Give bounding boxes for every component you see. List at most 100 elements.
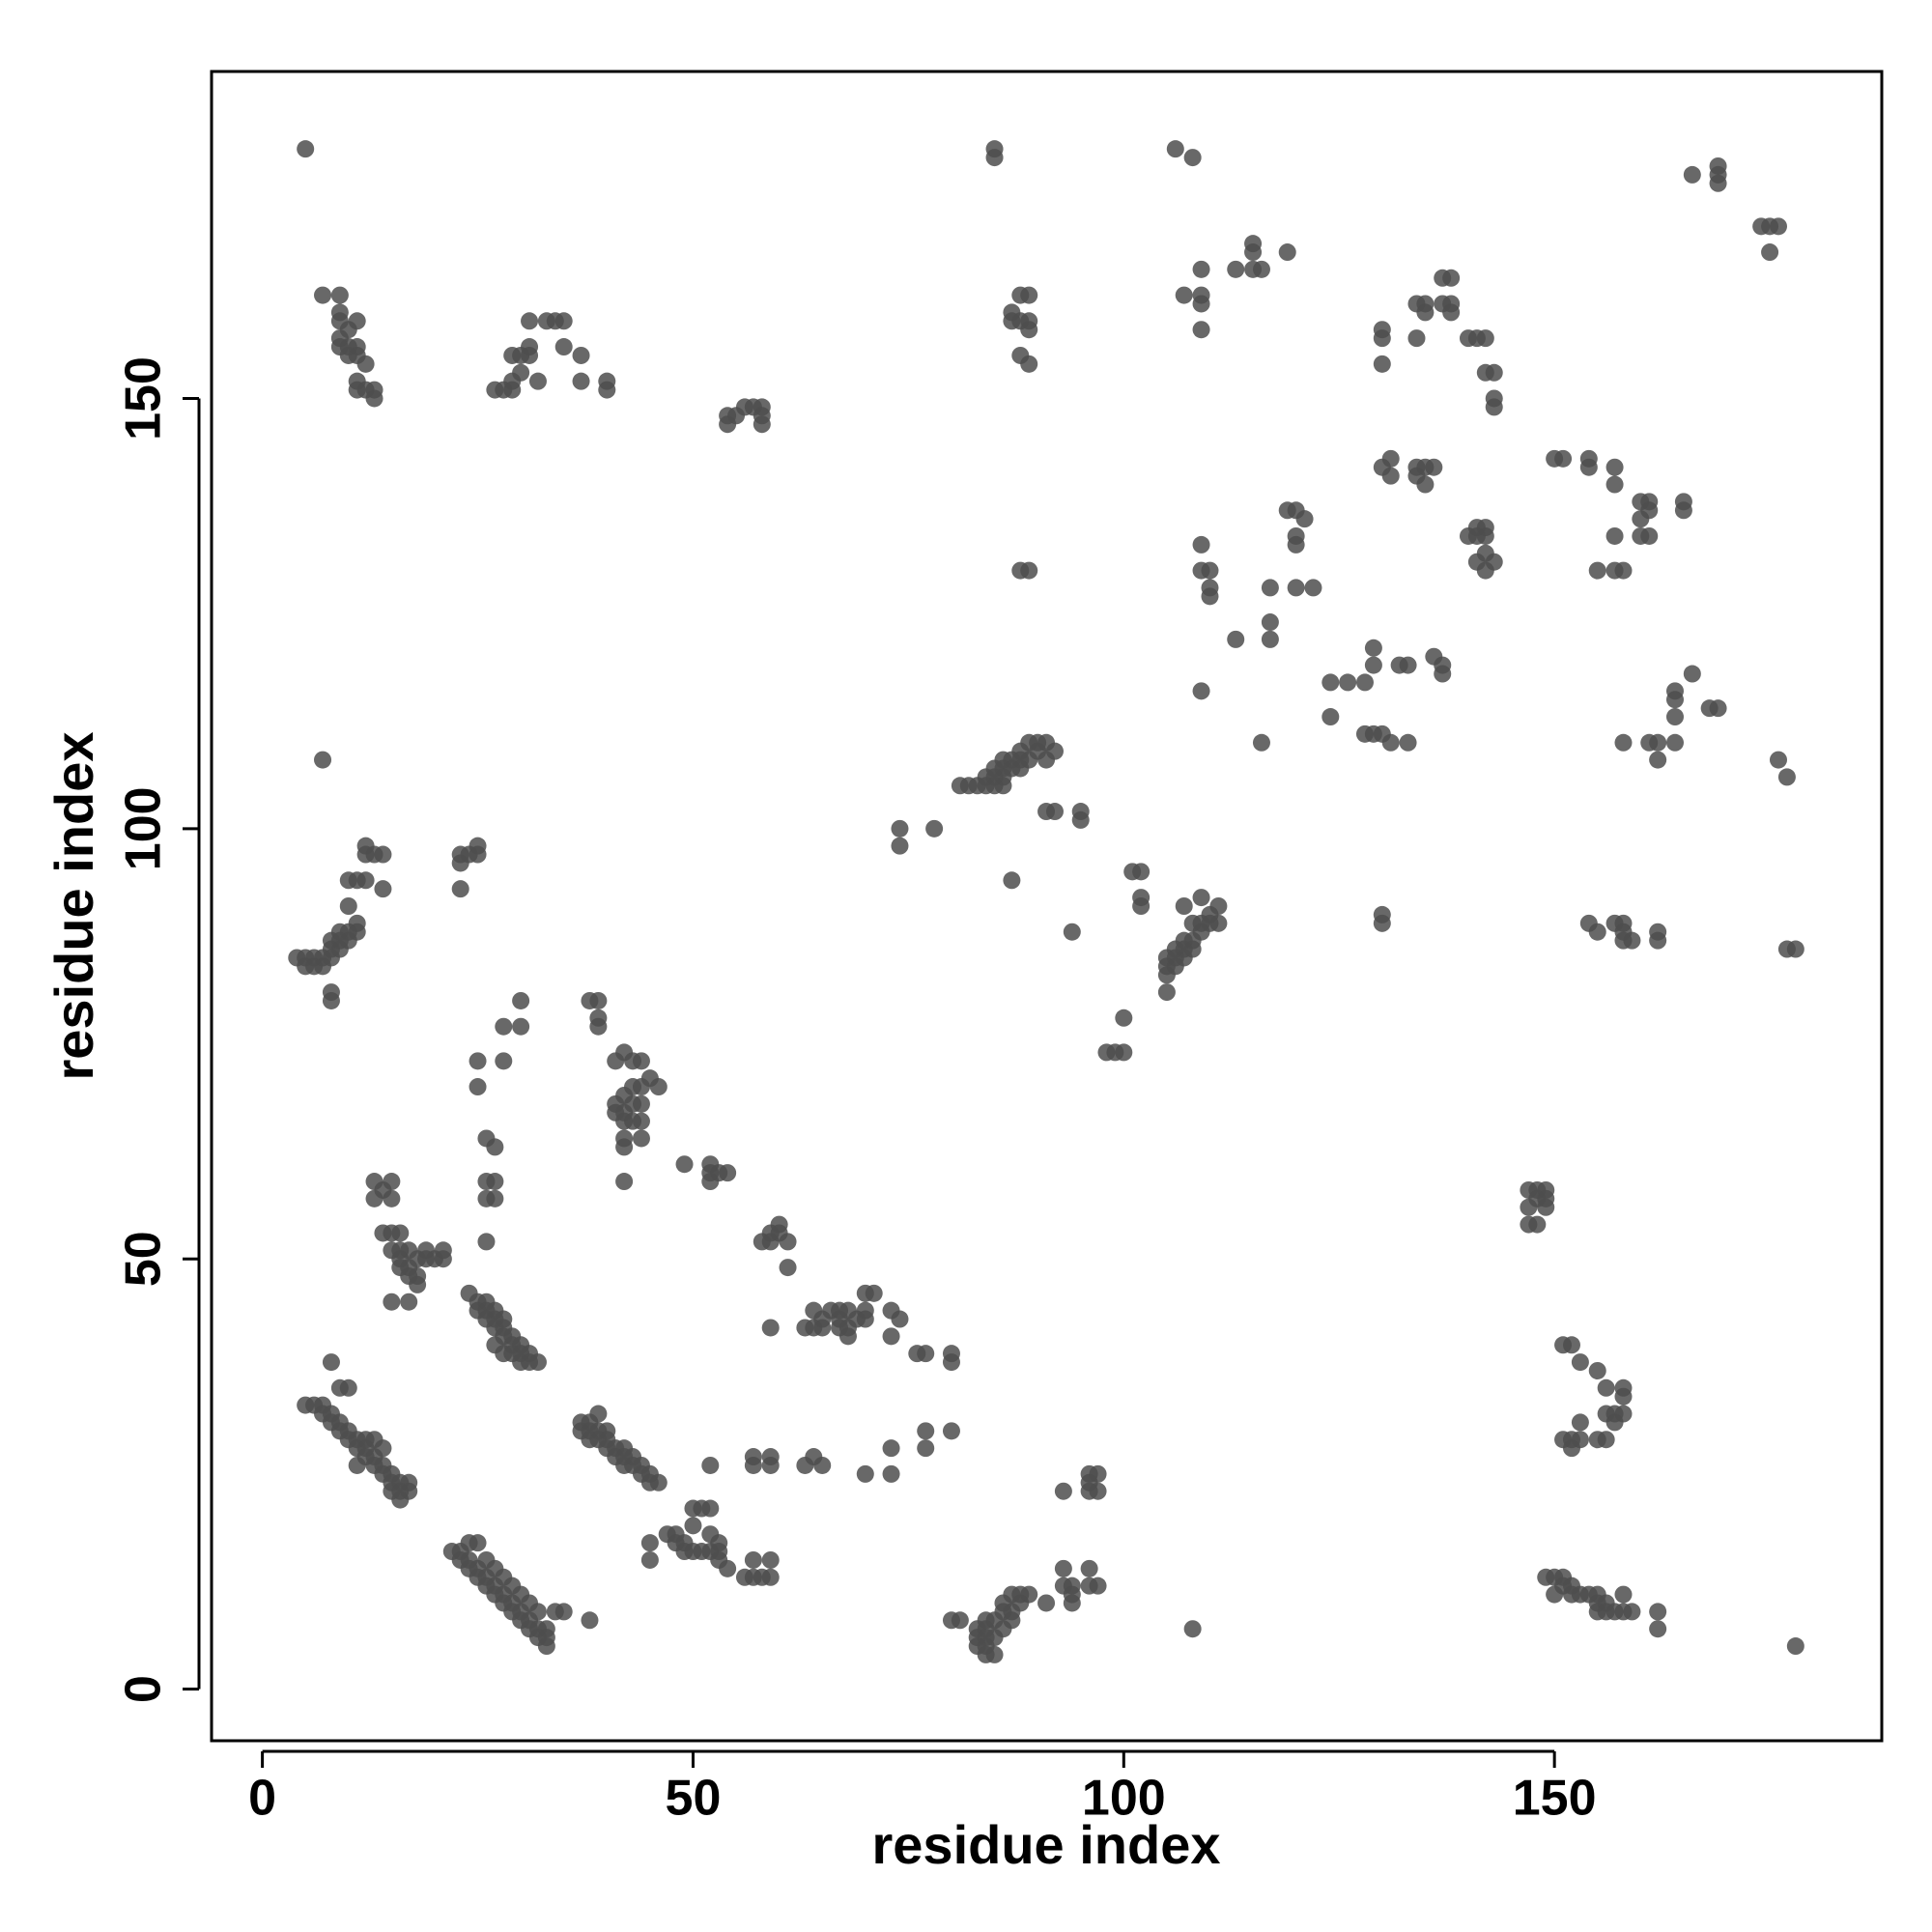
point bbox=[1037, 1594, 1056, 1612]
point bbox=[1614, 931, 1633, 950]
point bbox=[1339, 673, 1357, 692]
point bbox=[1614, 561, 1633, 580]
point bbox=[486, 1173, 504, 1191]
point bbox=[1597, 1378, 1615, 1397]
point bbox=[589, 991, 608, 1009]
point bbox=[503, 381, 522, 399]
point bbox=[1623, 1603, 1641, 1621]
point bbox=[1045, 803, 1064, 821]
point bbox=[1683, 165, 1701, 184]
point bbox=[1579, 458, 1598, 476]
point bbox=[813, 1319, 832, 1337]
point bbox=[761, 1319, 780, 1337]
point bbox=[1683, 665, 1701, 683]
point bbox=[632, 1094, 650, 1113]
point bbox=[1571, 1353, 1589, 1372]
point bbox=[1183, 149, 1202, 167]
point bbox=[1485, 553, 1503, 571]
point bbox=[891, 837, 909, 855]
point bbox=[598, 1422, 616, 1440]
point bbox=[314, 751, 332, 769]
point bbox=[339, 897, 357, 915]
point bbox=[796, 1456, 814, 1474]
y-tick-label: 0 bbox=[116, 1675, 172, 1703]
x-axis-title: residue index bbox=[871, 1814, 1220, 1875]
point bbox=[1003, 1611, 1021, 1630]
point bbox=[1399, 656, 1417, 674]
point bbox=[528, 1353, 547, 1372]
point bbox=[1089, 1464, 1107, 1483]
point bbox=[1649, 1620, 1667, 1638]
point bbox=[891, 1310, 909, 1328]
point bbox=[615, 1138, 634, 1156]
point bbox=[649, 1078, 668, 1096]
point bbox=[1476, 329, 1494, 348]
point bbox=[1485, 398, 1503, 416]
point bbox=[1649, 733, 1667, 752]
point bbox=[391, 1224, 410, 1242]
point bbox=[1209, 914, 1228, 932]
point bbox=[400, 1293, 418, 1311]
point bbox=[521, 346, 539, 364]
x-tick-label: 50 bbox=[666, 1771, 722, 1827]
point bbox=[675, 1155, 694, 1174]
point bbox=[348, 312, 366, 330]
point bbox=[572, 346, 590, 364]
point bbox=[1786, 1637, 1804, 1656]
y-tick-label: 50 bbox=[116, 1231, 172, 1287]
point bbox=[856, 1310, 874, 1328]
point bbox=[1761, 243, 1779, 262]
point bbox=[1209, 897, 1228, 915]
point bbox=[1175, 286, 1193, 304]
point bbox=[521, 312, 539, 330]
point bbox=[994, 777, 1012, 795]
point bbox=[1665, 733, 1684, 752]
point bbox=[882, 1464, 900, 1483]
point bbox=[891, 819, 909, 838]
point bbox=[615, 1456, 634, 1474]
point bbox=[649, 1473, 668, 1492]
point bbox=[1588, 923, 1606, 941]
point bbox=[1261, 630, 1279, 648]
point bbox=[1786, 940, 1804, 958]
point bbox=[632, 1052, 650, 1070]
point bbox=[339, 1378, 357, 1397]
point bbox=[1020, 355, 1038, 373]
point bbox=[512, 363, 530, 382]
point bbox=[744, 1550, 762, 1569]
point bbox=[1571, 1413, 1589, 1432]
point bbox=[1665, 691, 1684, 709]
point bbox=[640, 1534, 659, 1552]
point bbox=[1407, 329, 1426, 348]
point bbox=[1063, 1577, 1081, 1595]
point bbox=[297, 140, 315, 158]
point bbox=[1632, 526, 1650, 545]
point bbox=[356, 355, 375, 373]
point bbox=[1709, 174, 1727, 192]
point bbox=[322, 983, 340, 1002]
point bbox=[1355, 673, 1374, 692]
point bbox=[1192, 260, 1210, 278]
point bbox=[1227, 260, 1245, 278]
point bbox=[451, 880, 469, 898]
point bbox=[554, 338, 573, 356]
point bbox=[469, 1052, 487, 1070]
point bbox=[486, 1138, 504, 1156]
point bbox=[1261, 579, 1279, 597]
point bbox=[1089, 1577, 1107, 1595]
point bbox=[632, 1112, 650, 1130]
plot-frame bbox=[210, 70, 1884, 1743]
point bbox=[1709, 699, 1727, 718]
point bbox=[589, 1017, 608, 1036]
point bbox=[1373, 914, 1391, 932]
point bbox=[314, 286, 332, 304]
point bbox=[882, 1327, 900, 1346]
point bbox=[1769, 751, 1787, 769]
point bbox=[684, 1517, 702, 1535]
point bbox=[1227, 630, 1245, 648]
point bbox=[1434, 665, 1452, 683]
point bbox=[512, 991, 530, 1009]
point bbox=[925, 819, 944, 838]
point bbox=[1115, 1009, 1133, 1027]
point bbox=[1080, 1559, 1098, 1577]
